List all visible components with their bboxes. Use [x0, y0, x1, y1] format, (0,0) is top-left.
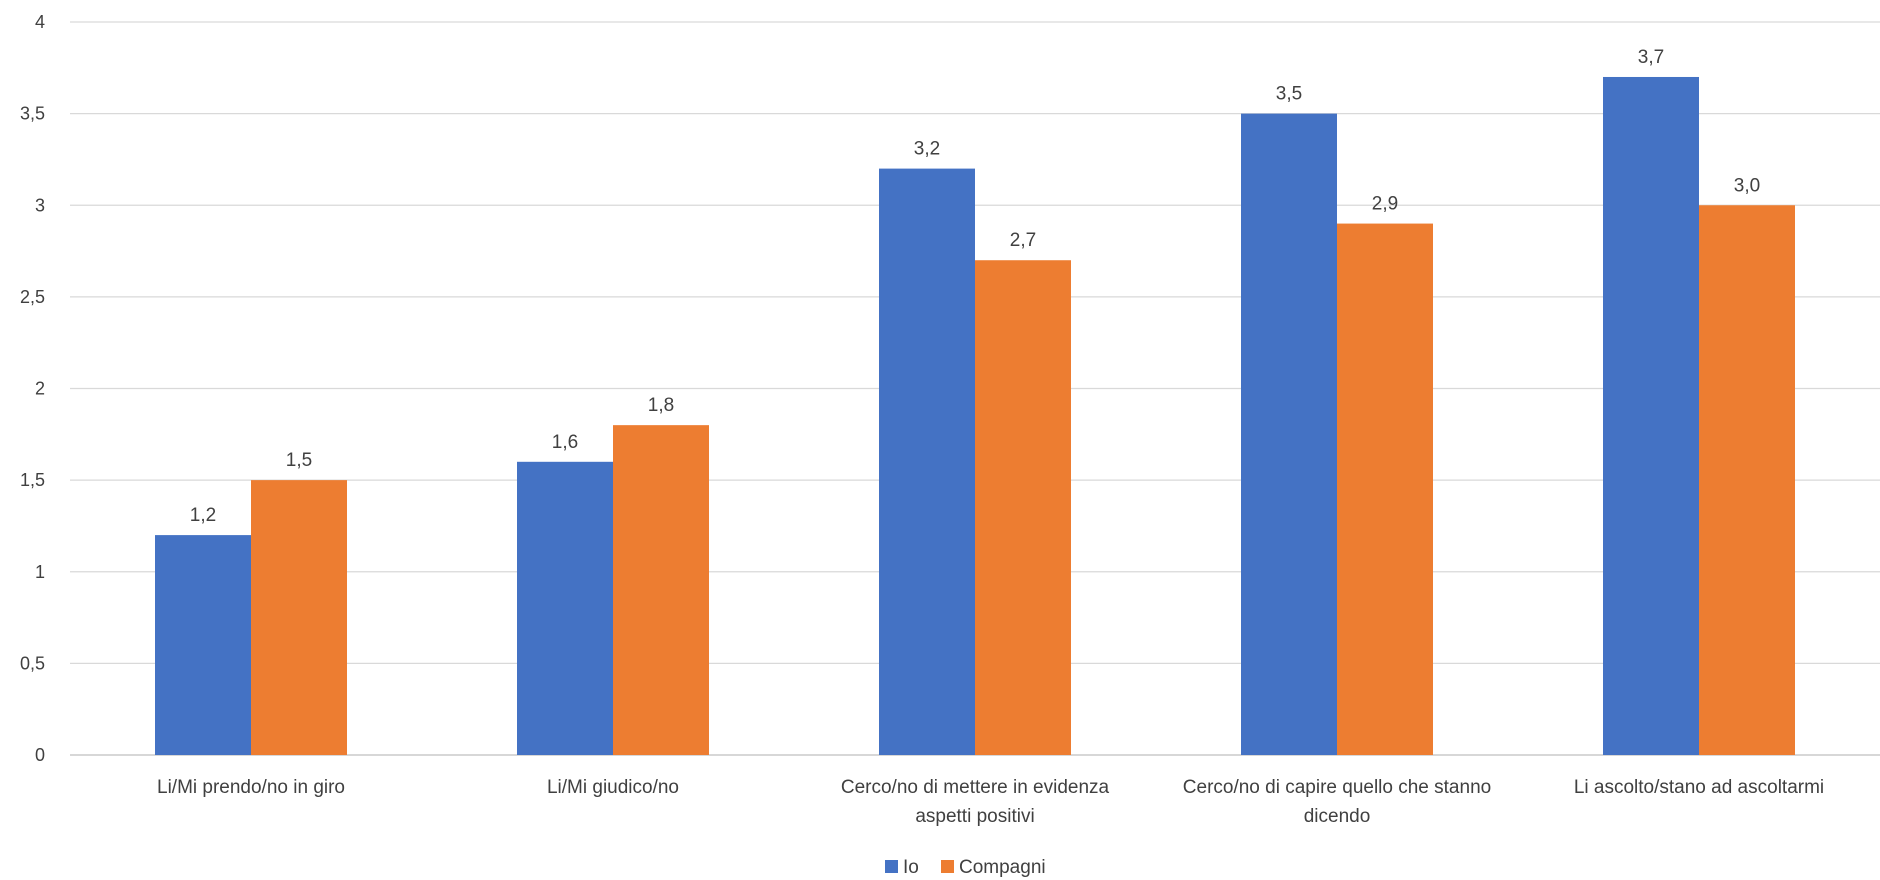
y-tick-label: 3,5 — [20, 104, 45, 124]
data-label: 2,7 — [1010, 230, 1036, 251]
data-label: 1,6 — [552, 432, 578, 453]
x-axis-category-labels: Li/Mi prendo/no in giro Li/Mi giudico/no C… — [157, 777, 1824, 827]
x-category-label: Li ascolto/stano ad ascoltarmi — [1574, 777, 1824, 798]
legend-swatch-compagni — [941, 860, 954, 873]
data-label: 3,2 — [914, 139, 940, 160]
x-category-label: aspetti positivi — [915, 806, 1034, 827]
data-label: 3,7 — [1638, 47, 1664, 68]
y-tick-label: 1,5 — [20, 470, 45, 490]
y-tick-label: 0,5 — [20, 653, 45, 673]
bar-io-1 — [155, 535, 251, 755]
x-category-label: dicendo — [1304, 806, 1371, 827]
data-label: 3,0 — [1734, 175, 1760, 196]
bar-io-4 — [1241, 113, 1337, 755]
x-category-label: Cerco/no di capire quello che stanno — [1183, 777, 1491, 798]
x-category-label: Cerco/no di mettere in evidenza — [841, 777, 1110, 798]
y-tick-label: 3 — [35, 195, 45, 215]
legend-label: Io — [903, 857, 919, 878]
legend-label: Compagni — [959, 857, 1046, 878]
legend-swatch-io — [885, 860, 898, 873]
data-label: 1,2 — [190, 505, 216, 526]
bar-compagni-4 — [1337, 223, 1433, 755]
bar-compagni-1 — [251, 480, 347, 755]
y-tick-label: 2,5 — [20, 287, 45, 307]
data-label: 2,9 — [1372, 194, 1398, 215]
y-tick-label: 1 — [35, 562, 45, 582]
y-tick-label: 0 — [35, 745, 45, 765]
x-category-label: Li/Mi giudico/no — [547, 777, 679, 798]
legend: Io Compagni — [885, 857, 1046, 878]
bar-compagni-2 — [613, 425, 709, 755]
data-label: 1,5 — [286, 450, 312, 471]
bar-compagni-5 — [1699, 205, 1795, 755]
bars — [155, 76, 1795, 756]
x-category-label: Li/Mi prendo/no in giro — [157, 777, 345, 798]
bar-compagni-3 — [975, 260, 1071, 755]
bar-io-3 — [879, 168, 975, 756]
data-label: 1,8 — [648, 395, 674, 416]
y-tick-label: 2 — [35, 379, 45, 399]
y-axis-tick-labels: 0 0,5 1 1,5 2 2,5 3 3,5 4 — [20, 12, 45, 765]
bar-io-5 — [1603, 76, 1699, 756]
data-label: 3,5 — [1276, 84, 1302, 105]
bar-io-2 — [517, 461, 613, 755]
y-tick-label: 4 — [35, 12, 45, 32]
data-labels: 1,2 1,6 3,2 3,5 3,7 1,5 1,8 2,7 2,9 3,0 — [190, 47, 1760, 526]
